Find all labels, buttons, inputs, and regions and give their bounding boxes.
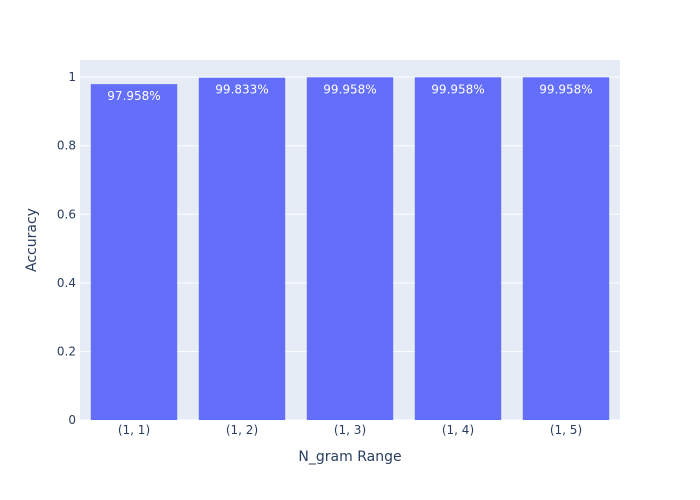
bar-value-label: 99.958% bbox=[323, 82, 376, 96]
y-tick-label: 0.8 bbox=[57, 139, 76, 153]
y-tick-label: 0.6 bbox=[57, 207, 76, 221]
x-axis-title: N_gram Range bbox=[298, 449, 401, 465]
x-tick-label: (1, 2) bbox=[226, 423, 258, 437]
bar-value-label: 99.833% bbox=[215, 83, 268, 97]
y-axis-ticks: 0 0.2 0.4 0.6 0.8 1 bbox=[57, 70, 76, 427]
bar-value-label: 97.958% bbox=[107, 89, 160, 103]
data-labels: 97.958% 99.833% 99.958% 99.958% 99.958% bbox=[107, 82, 592, 103]
y-tick-label: 0.2 bbox=[57, 344, 76, 358]
bar bbox=[90, 84, 178, 421]
x-tick-label: (1, 4) bbox=[442, 423, 474, 437]
y-tick-label: 0.4 bbox=[57, 276, 76, 290]
x-tick-label: (1, 1) bbox=[118, 423, 150, 437]
x-tick-label: (1, 3) bbox=[334, 423, 366, 437]
y-axis-title: Accuracy bbox=[24, 208, 40, 272]
x-axis-ticks: (1, 1) (1, 2) (1, 3) (1, 4) (1, 5) bbox=[118, 423, 582, 437]
y-tick-label: 1 bbox=[68, 70, 76, 84]
bar bbox=[414, 77, 502, 420]
bar-value-label: 99.958% bbox=[539, 82, 592, 96]
bar bbox=[522, 77, 610, 420]
bars bbox=[90, 77, 610, 421]
bar-value-label: 99.958% bbox=[431, 82, 484, 96]
bar bbox=[306, 77, 394, 420]
y-tick-label: 0 bbox=[68, 413, 76, 427]
x-tick-label: (1, 5) bbox=[550, 423, 582, 437]
bar bbox=[198, 77, 286, 421]
